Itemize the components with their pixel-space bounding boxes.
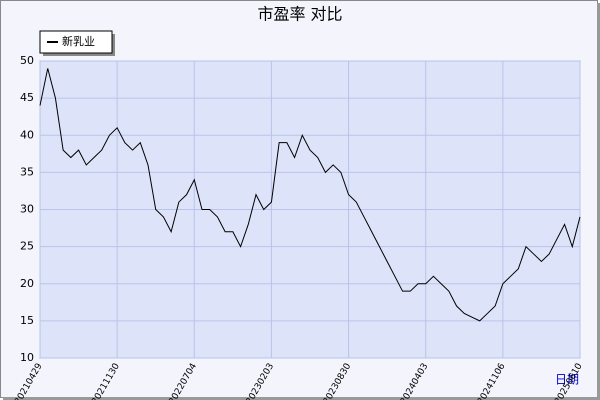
y-tick-label: 25 (20, 240, 34, 253)
legend (39, 30, 113, 54)
y-tick-label: 50 (20, 54, 34, 67)
y-tick-label: 20 (20, 277, 34, 290)
y-tick-label: 30 (20, 203, 34, 216)
x-axis-label: 日期 (555, 373, 579, 387)
y-tick-label: 15 (20, 314, 34, 327)
frame-shadow (3, 397, 600, 400)
frame-shadow (597, 3, 600, 400)
legend-label: 新乳业 (62, 34, 95, 48)
series-line (39, 68, 581, 322)
chart-title: 市盈率 对比 (257, 5, 342, 24)
y-tick-label: 40 (20, 128, 34, 141)
y-tick-label: 45 (20, 91, 34, 104)
y-tick-label: 35 (20, 165, 34, 178)
y-tick-label: 10 (20, 351, 34, 364)
